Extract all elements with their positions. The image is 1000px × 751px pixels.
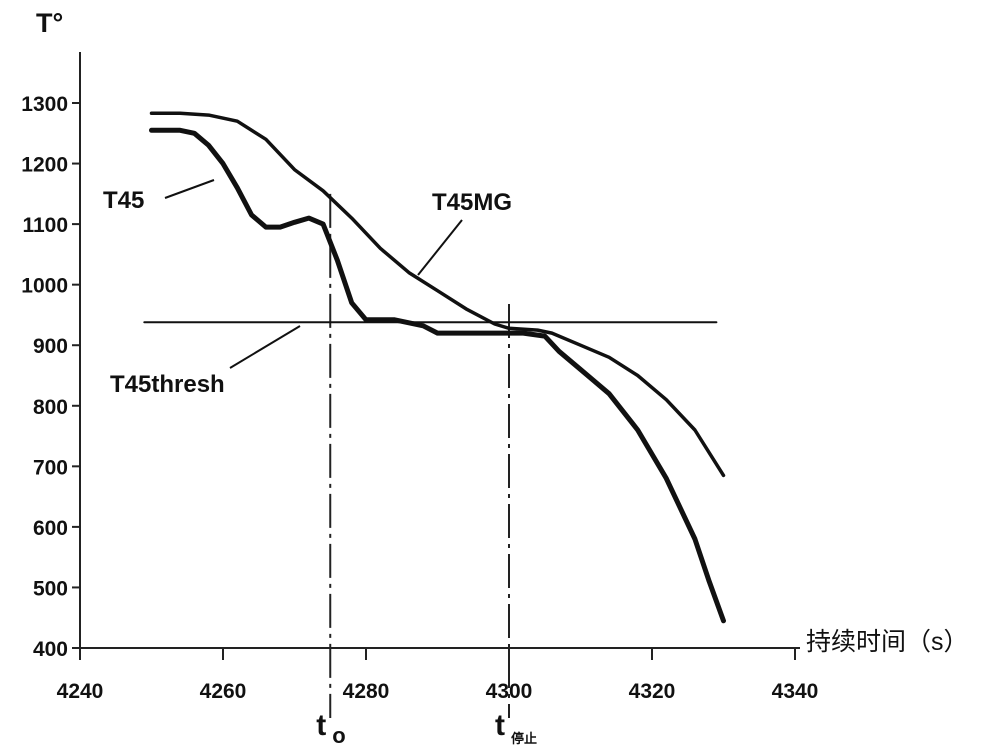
y-tick-label: 1200	[21, 154, 68, 177]
x-axis-label: 持续时间（s）	[806, 628, 969, 656]
axes	[80, 52, 800, 650]
y-axis-label: T°	[36, 8, 63, 38]
time-marker-subscript: o	[332, 723, 345, 748]
series-label-t45: T45	[103, 187, 144, 214]
x-tick-label: 4260	[200, 680, 247, 703]
y-tick-label: 1000	[21, 275, 68, 298]
y-tick-label: 500	[33, 577, 68, 600]
time-marker-subscript: 停止	[511, 731, 537, 746]
y-tick-label: 400	[33, 638, 68, 661]
y-tick-label: 1100	[22, 214, 68, 237]
time-marker-label: t	[495, 709, 505, 742]
y-tick-label: 700	[33, 456, 68, 479]
y-tick-label: 800	[33, 396, 68, 419]
x-tick-label: 4320	[629, 680, 676, 703]
x-tick-label: 4280	[343, 680, 390, 703]
series-labels: T45 T45MG T45thresh	[103, 180, 512, 398]
x-tick-label: 4340	[772, 680, 819, 703]
y-tick-label: 1300	[21, 93, 68, 116]
series-line-t45mg	[152, 113, 724, 475]
y-tick-label: 900	[33, 335, 68, 358]
x-tick-labels: 424042604280430043204340	[57, 648, 819, 703]
series-label-leader	[165, 180, 214, 198]
y-tick-labels: 400 500 600 700 800 900 1000 1100 1200 1300	[21, 93, 80, 661]
x-tick-label: 4240	[57, 680, 104, 703]
series-label-t45mg: T45MG	[432, 189, 512, 216]
series-label-leader	[418, 220, 462, 275]
series-label-leader	[230, 326, 300, 368]
series-label-t45thresh: T45thresh	[110, 371, 225, 398]
y-tick-label: 600	[33, 517, 68, 540]
time-marker-label: t	[316, 709, 326, 742]
time-markers: tot停止	[316, 194, 537, 748]
